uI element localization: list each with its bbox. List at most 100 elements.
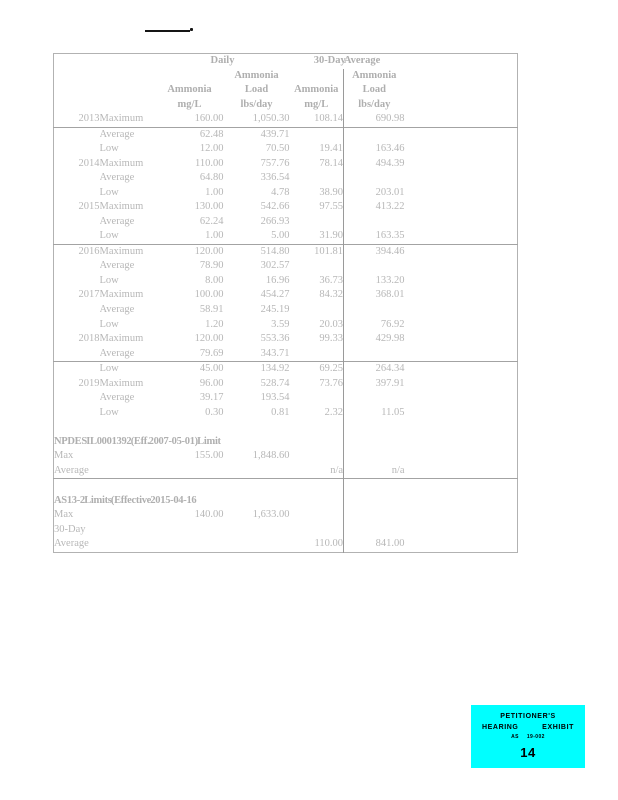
table-cell: 78.90 xyxy=(199,260,224,272)
table-cell xyxy=(290,508,344,523)
table-cell: Average xyxy=(99,260,135,272)
table-cell: 2017 xyxy=(78,289,100,301)
table-cell xyxy=(224,464,290,479)
stamp-number: 14 xyxy=(520,745,536,760)
table-cell xyxy=(156,464,224,479)
table-cell xyxy=(405,259,518,274)
table-row: Max 140.00 1,633.00 xyxy=(54,508,518,523)
table-row: Average 79.69 343.71 xyxy=(54,346,518,362)
table-cell xyxy=(54,142,100,157)
table-header-row: Ammonia Ammonia xyxy=(54,68,518,84)
table-cell: Ammonia xyxy=(167,84,212,96)
table-cell: 96.00 xyxy=(199,377,224,389)
table-cell xyxy=(343,478,405,494)
table-cell xyxy=(343,390,405,406)
table-cell: 30-Day Average xyxy=(313,55,381,67)
table-cell: Low xyxy=(99,230,119,242)
table-cell: 30-Day xyxy=(54,523,86,535)
table-cell: 84.32 xyxy=(319,289,344,301)
table-cell xyxy=(290,449,344,464)
table-cell: 2013 xyxy=(78,113,100,125)
table-cell xyxy=(343,171,405,186)
table-cell: 78.14 xyxy=(319,157,344,169)
table-cell: 343.71 xyxy=(260,347,290,359)
table-cell: 133.20 xyxy=(343,273,405,289)
table-cell: 38.90 xyxy=(319,186,344,198)
table-row xyxy=(54,420,518,435)
table-cell: 79.69 xyxy=(199,347,224,359)
table-cell xyxy=(343,449,405,464)
table-cell xyxy=(54,69,224,84)
table-cell: 553.36 xyxy=(260,333,290,345)
table-cell xyxy=(405,449,518,464)
table-cell: 2018 xyxy=(78,333,100,345)
table-cell xyxy=(54,274,100,289)
table-row: Average 62.24 266.93 xyxy=(54,214,518,230)
table-cell: 1,050.30 xyxy=(252,113,290,125)
table-cell xyxy=(405,376,518,391)
table-cell xyxy=(343,126,405,143)
table-cell xyxy=(343,522,405,538)
table-cell: 31.90 xyxy=(319,230,344,242)
table-cell: 20.03 xyxy=(319,318,344,330)
table-cell xyxy=(54,317,100,332)
table-cell xyxy=(343,420,405,435)
table-cell: 1.00 xyxy=(205,186,224,198)
table-header-row: Ammonia Load Ammonia Load xyxy=(54,83,518,98)
table-cell: 266.93 xyxy=(260,215,290,227)
table-cell: Maximum xyxy=(99,243,156,260)
table-cell: 454.27 xyxy=(260,289,290,301)
table-cell: Average xyxy=(99,304,135,315)
table-cell xyxy=(343,214,405,230)
table-cell: 11.05 xyxy=(343,405,405,420)
table-cell: Maximum xyxy=(99,157,144,169)
table-row: Max 155.00 1,848.60 xyxy=(54,449,518,464)
table-cell: 140.00 xyxy=(194,509,224,521)
table-row: Average 58.91 245.19 xyxy=(54,302,518,318)
table-cell xyxy=(405,274,518,289)
table-cell: 1.20 xyxy=(205,318,224,330)
table-cell: Low xyxy=(99,360,156,377)
table-row: 2016 Maximum 120.00 514.80 101.81 394.46 xyxy=(53,243,518,260)
table-cell: 101.81 xyxy=(289,243,344,260)
table-row: Low 1.00 4.78 38.90 203.01 xyxy=(54,185,518,201)
table-row: Average 64.80 336.54 xyxy=(54,171,518,186)
table-cell: 4.78 xyxy=(271,186,290,198)
table-cell xyxy=(290,435,344,450)
table-cell xyxy=(405,332,518,347)
table-cell: Maximum xyxy=(99,113,144,125)
stamp-exhibit-label: EXHIBIT xyxy=(542,724,574,731)
table-cell xyxy=(404,243,518,260)
table-cell xyxy=(343,259,405,274)
table-cell: 203.01 xyxy=(343,185,405,201)
table-cell: 160.00 xyxy=(194,113,224,125)
table-cell: 397.91 xyxy=(343,376,405,391)
table-cell: 5.00 xyxy=(271,230,290,242)
table-cell: 110.00 xyxy=(195,157,224,169)
table-cell xyxy=(405,537,518,552)
table-cell: 542.66 xyxy=(260,201,290,213)
table-cell xyxy=(404,126,518,143)
stamp-case-line: AS 19-002 xyxy=(471,734,585,740)
table-cell xyxy=(405,508,518,523)
table-cell xyxy=(54,98,156,113)
table-cell xyxy=(54,171,100,186)
stamp-hearing-label: HEARING xyxy=(482,724,519,731)
table-cell: Low xyxy=(99,186,119,198)
table-cell xyxy=(405,494,518,509)
table-cell: Average xyxy=(99,126,156,143)
table-cell xyxy=(405,54,518,69)
table-cell xyxy=(404,478,518,494)
table-row: 2014 Maximum 110.00 757.76 78.14 494.39 xyxy=(54,156,518,172)
table-cell: 76.92 xyxy=(343,317,405,332)
table-cell: Ammonia xyxy=(234,69,279,81)
table-cell: 110.00 xyxy=(314,538,344,550)
table-row: Average 62.48 439.71 xyxy=(53,126,518,143)
table-cell: 2019 xyxy=(78,377,100,389)
table-cell: Low xyxy=(99,274,119,286)
table-cell xyxy=(405,112,518,127)
table-cell: 757.76 xyxy=(260,157,290,169)
table-cell: 429.98 xyxy=(343,331,405,347)
table-cell xyxy=(343,346,405,362)
table-cell: 1.00 xyxy=(205,230,224,242)
